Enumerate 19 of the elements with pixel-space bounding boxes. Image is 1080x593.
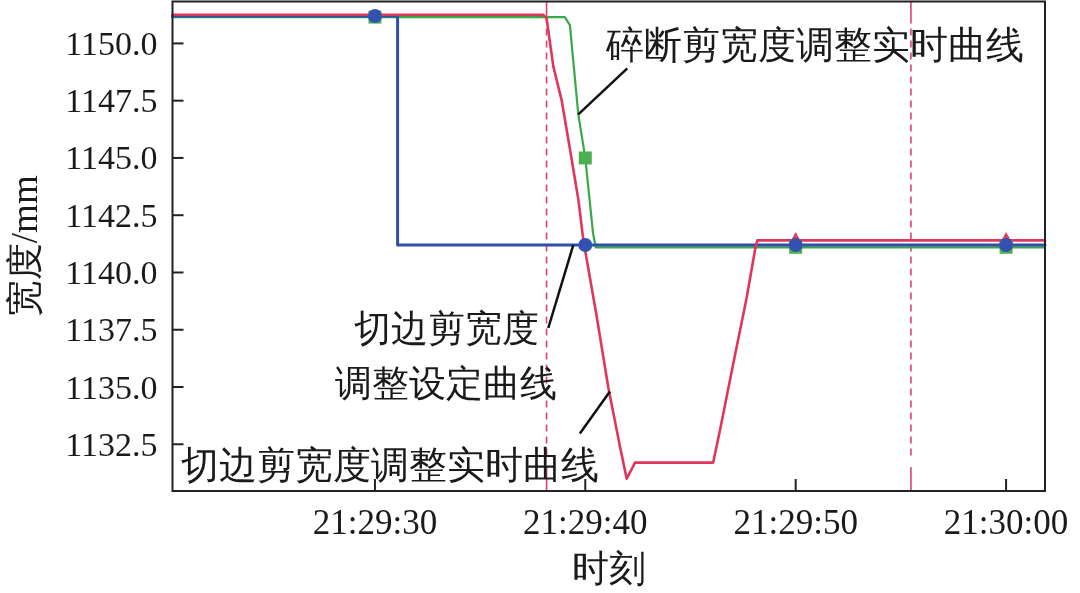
x-tick-label: 21:29:50 bbox=[733, 502, 858, 542]
x-tick-label: 21:30:00 bbox=[943, 502, 1069, 542]
annotation: 切边剪宽度调整实时曲线 bbox=[180, 443, 599, 486]
y-tick-label: 1137.5 bbox=[65, 311, 158, 349]
y-tick-label: 1145.0 bbox=[65, 139, 158, 177]
y-axis-title: 宽度/mm bbox=[3, 175, 45, 318]
x-tick-label: 21:29:30 bbox=[312, 502, 438, 542]
y-tick-label: 1142.5 bbox=[65, 196, 158, 234]
point bbox=[578, 151, 592, 165]
annotation: 碎断剪宽度调整实时曲线 bbox=[605, 24, 1025, 67]
point bbox=[578, 237, 593, 252]
y-tick-label: 1132.5 bbox=[65, 425, 158, 463]
annotation: 碎断剪宽度调整实时曲线 bbox=[577, 24, 1025, 116]
y-tick-label: 1140.0 bbox=[65, 253, 158, 291]
y-tick-label: 1147.5 bbox=[65, 82, 158, 120]
x-tick-label: 21:29:40 bbox=[523, 502, 648, 542]
y-tick-label: 1150.0 bbox=[65, 24, 158, 62]
x-axis-title: 时刻 bbox=[571, 547, 646, 589]
y-tick-label: 1135.0 bbox=[65, 368, 158, 406]
